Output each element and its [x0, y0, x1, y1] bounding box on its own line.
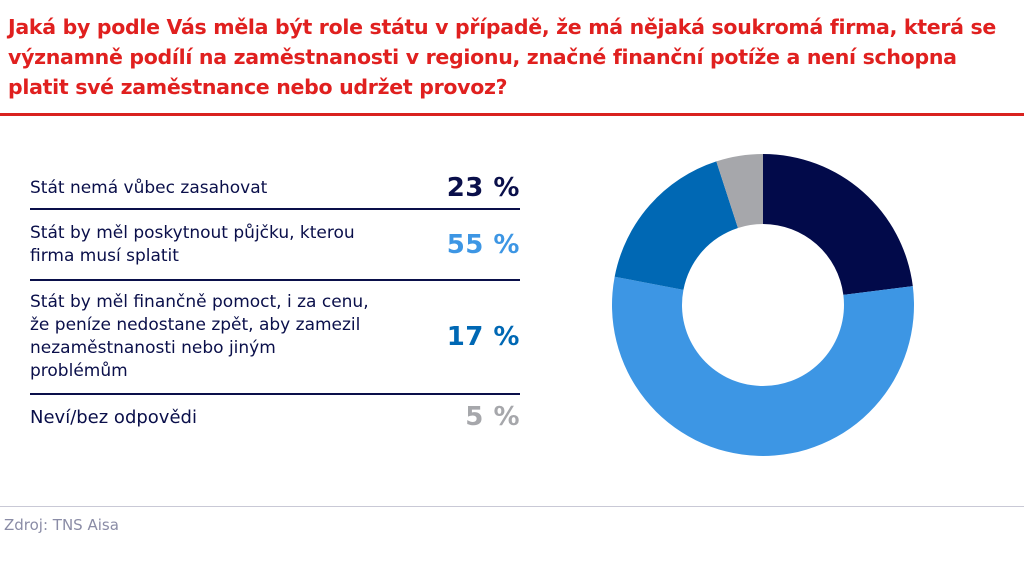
legend-row-3: Stát by měl finančně pomoct, i za cenu, …: [30, 281, 520, 395]
donut-chart: [612, 154, 914, 456]
donut-slice-1: [763, 154, 913, 295]
legend-row-1: Stát nemá vůbec zasahovat 23 %: [30, 168, 520, 210]
donut-slice-2: [612, 276, 914, 456]
donut-slice-4: [716, 154, 763, 228]
data-label: 23 %: [446, 173, 520, 203]
legend-label: Stát by měl poskytnout půjčku, kterou fi…: [30, 222, 355, 266]
footer-divider: [0, 506, 1024, 507]
donut-slice-3: [614, 161, 738, 290]
chart-title: Jaká by podle Vás měla být role státu v …: [8, 15, 997, 99]
data-label: 17 %: [446, 322, 520, 352]
legend-label: Stát nemá vůbec zasahovat: [30, 177, 268, 198]
legend-row-2: Stát by měl poskytnout půjčku, kterou fi…: [30, 210, 520, 281]
source-note: Zdroj: TNS Aisa: [4, 516, 119, 534]
title-divider: [0, 113, 1024, 116]
data-label: 55 %: [446, 229, 520, 260]
legend-label: Stát by měl finančně pomoct, i za cenu, …: [30, 292, 369, 381]
legend-label: Neví/bez odpovědi: [30, 406, 197, 428]
legend-row-4: Neví/bez odpovědi 5 %: [30, 395, 520, 439]
data-label: 5 %: [465, 402, 520, 432]
